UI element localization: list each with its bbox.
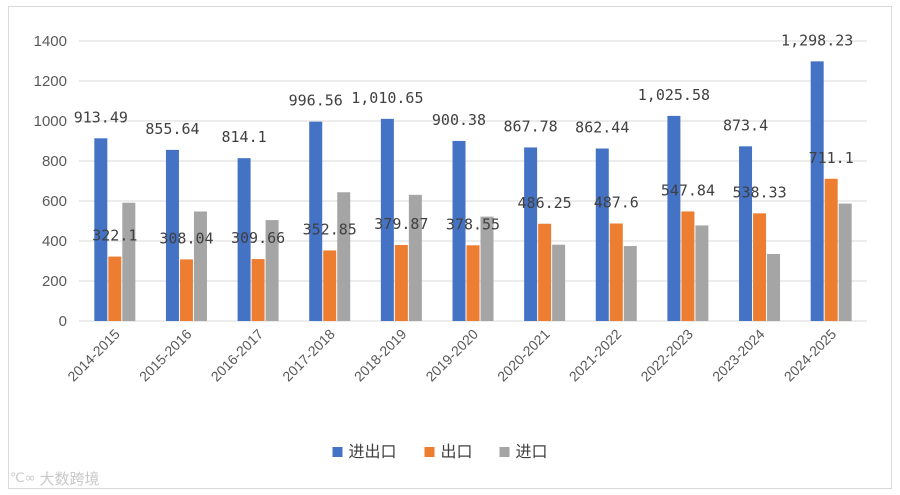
legend-label: 进出口 [349,442,397,461]
data-label: 900.38 [432,111,486,129]
bar-import [408,194,422,321]
watermark-text: 大数跨境 [39,470,100,488]
bar-chart: 0 200 400 600 800 1000 1200 1400 2014-2015 2015-… [34,31,867,461]
y-tick-label: 200 [42,273,67,290]
data-label: 378.55 [446,215,500,233]
logo-glyph-icon: ℃∞ [10,471,36,486]
y-tick-label: 1400 [34,33,67,50]
data-label: 855.64 [145,120,199,138]
legend-label: 出口 [441,442,473,461]
x-category-label: 2024-2025 [781,326,840,385]
bar-export [108,256,122,321]
data-label: 814.1 [222,128,267,146]
watermark: ℃∞ 大数跨境 [10,468,99,489]
data-label: 1,010.65 [351,89,423,107]
y-tick-label: 800 [42,153,67,170]
x-category-label: 2018-2019 [351,326,410,385]
x-category-label: 2019-2020 [422,326,481,385]
bar-export [538,223,552,321]
bar-total [739,146,753,321]
legend-label: 进口 [516,442,548,461]
x-category-label: 2014-2015 [64,326,123,385]
y-tick-label: 1000 [34,113,67,130]
data-label: 322.1 [92,227,137,245]
y-tick-label: 600 [42,193,67,210]
legend-swatch [332,447,343,457]
bar-total [309,121,323,321]
bar-import [480,216,494,321]
y-tick-label: 0 [59,313,67,330]
y-tick-label: 400 [42,233,67,250]
x-category-label: 2015-2016 [136,326,195,385]
x-category-label: 2021-2022 [566,326,625,385]
x-category-label: 2017-2018 [279,326,338,385]
bar-import [122,202,136,321]
bar-export [394,245,408,321]
data-label: 352.85 [303,220,357,238]
data-label: 547.84 [661,181,715,199]
chart-frame: 0 200 400 600 800 1000 1200 1400 2014-2015 2015-… [8,6,892,489]
bars [94,61,852,322]
bar-export [323,250,337,321]
data-label: 486.25 [518,194,572,212]
gridlines [79,40,867,322]
y-axis-ticks: 0 200 400 600 800 1000 1200 1400 [34,33,67,330]
x-category-label: 2023-2024 [709,326,768,385]
data-label: 487.6 [594,193,639,211]
data-label: 913.49 [74,108,128,126]
data-label: 1,298.23 [781,31,853,49]
bar-total [595,148,609,321]
bar-import [767,253,781,321]
bar-export [753,213,767,321]
data-label: 862.44 [575,119,629,137]
bar-export [681,211,695,321]
x-category-label: 2020-2021 [494,326,553,385]
data-label: 309.66 [231,229,285,247]
bar-total [165,149,179,321]
bar-import [838,203,852,321]
bar-total [810,61,824,321]
bar-total [380,118,394,322]
legend-swatch [499,447,510,457]
bar-total [524,147,538,321]
bar-import [337,192,351,321]
bar-import [695,225,709,321]
bar-total [94,138,108,321]
y-tick-label: 1200 [34,73,67,90]
x-axis-categories: 2014-2015 2015-2016 2016-2017 2017-2018 2018… [64,326,839,385]
data-label: 873.4 [723,116,768,134]
data-label: 308.04 [159,229,213,247]
bar-total [667,115,681,321]
data-label: 711.1 [809,149,854,167]
x-category-label: 2016-2017 [208,326,267,385]
x-category-label: 2022-2023 [637,326,696,385]
bar-total [237,158,251,321]
bar-import [193,211,207,321]
legend: 进出口 出口 进口 [332,442,548,461]
legend-swatch [424,447,435,457]
bar-total [452,140,466,321]
data-label: 1,025.58 [638,86,710,104]
data-label: 996.56 [289,92,343,110]
bar-import [552,244,566,321]
bar-export [466,245,480,321]
bar-export [179,259,193,321]
bar-import [265,220,279,321]
data-label: 379.87 [374,215,428,233]
bar-import [623,246,637,321]
bar-export [609,223,623,321]
bar-export [251,259,265,321]
data-labels: 913.49 322.1 855.64 308.04 814.1 309.66 996.56… [74,31,854,247]
data-label: 538.33 [732,183,786,201]
bar-export [824,178,838,321]
data-label: 867.78 [504,117,558,135]
